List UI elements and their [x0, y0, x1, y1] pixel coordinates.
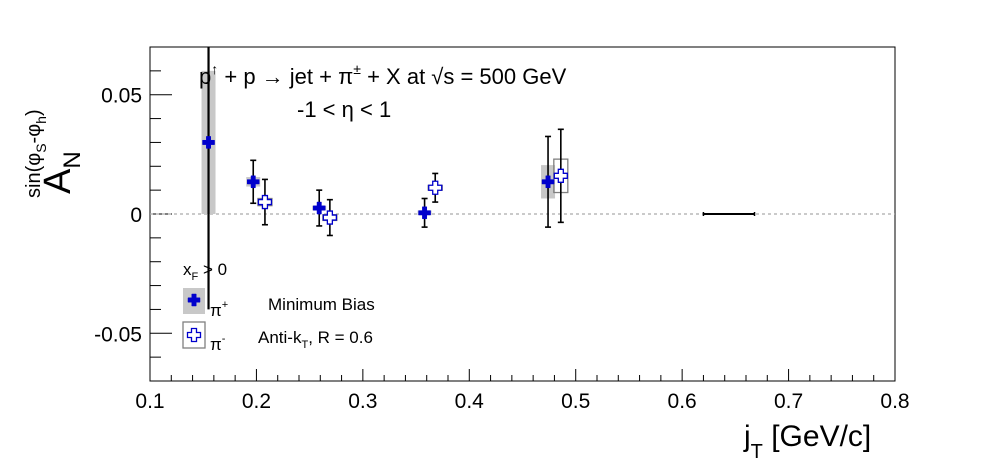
x-tick-label: 0.6	[668, 390, 697, 413]
legend-desc-pi-plus: Minimum Bias	[268, 295, 375, 314]
systematic-boxes	[201, 70, 569, 222]
x-tick-label: 0.2	[242, 390, 271, 413]
y-tick-label: -0.05	[94, 323, 142, 346]
legend-cross-open	[186, 327, 202, 343]
legend-label-pi-minus: π-	[210, 333, 226, 354]
svg-text:AN: AN	[37, 151, 86, 194]
chart-title-line1: p↑ + p → jet + π± + X at √s = 500 GeV	[199, 61, 567, 89]
x-tick-label: 0.7	[774, 390, 803, 413]
axis-ticks	[149, 46, 896, 382]
tick-labels: 0.1 0.2 0.3 0.4 0.5 0.6 0.7 0.8 -0.05 0 0.05	[94, 85, 909, 413]
legend-desc-pi-minus: Anti-kT, R = 0.6	[258, 328, 373, 351]
legend-label-pi-plus: π+	[210, 299, 228, 320]
y-tick-label: 0.05	[101, 85, 142, 108]
marker-pi-minus	[428, 180, 443, 195]
legend-marker-pi-minus	[186, 327, 202, 343]
y-tick-label: 0	[130, 204, 142, 227]
legend-header: xF > 0	[183, 260, 227, 283]
marker-pi-plus	[246, 175, 260, 189]
x-tick-label: 0.8	[880, 390, 909, 413]
marker-pi-plus	[418, 206, 431, 220]
legend-swatch-pi-minus	[182, 321, 206, 349]
marker-pi-plus	[541, 175, 555, 189]
x-tick-label: 0.4	[455, 390, 485, 413]
x-axis-label: jT [GeV/c]	[743, 420, 871, 463]
marker-pi-plus	[202, 136, 215, 149]
data-markers	[202, 136, 568, 225]
chart-title-line2: -1 < η < 1	[297, 97, 391, 122]
legend-cross-filled	[187, 293, 201, 307]
y-axis-label: AN sin(φS-φh)	[23, 109, 86, 198]
x-tick-label: 0.5	[561, 390, 590, 413]
x-tick-label: 0.1	[135, 390, 164, 413]
x-tick-label: 0.3	[348, 390, 377, 413]
marker-pi-minus	[553, 168, 568, 183]
marker-pi-minus	[322, 210, 338, 225]
legend: xF > 0 π+ Minimum Bias π- Anti-kT, R = 0…	[182, 260, 375, 354]
marker-pi-plus	[312, 201, 326, 215]
svg-text:sin(φS-φh): sin(φS-φh)	[23, 109, 49, 198]
legend-marker-pi-plus	[187, 293, 201, 307]
marker-pi-minus	[257, 194, 273, 210]
